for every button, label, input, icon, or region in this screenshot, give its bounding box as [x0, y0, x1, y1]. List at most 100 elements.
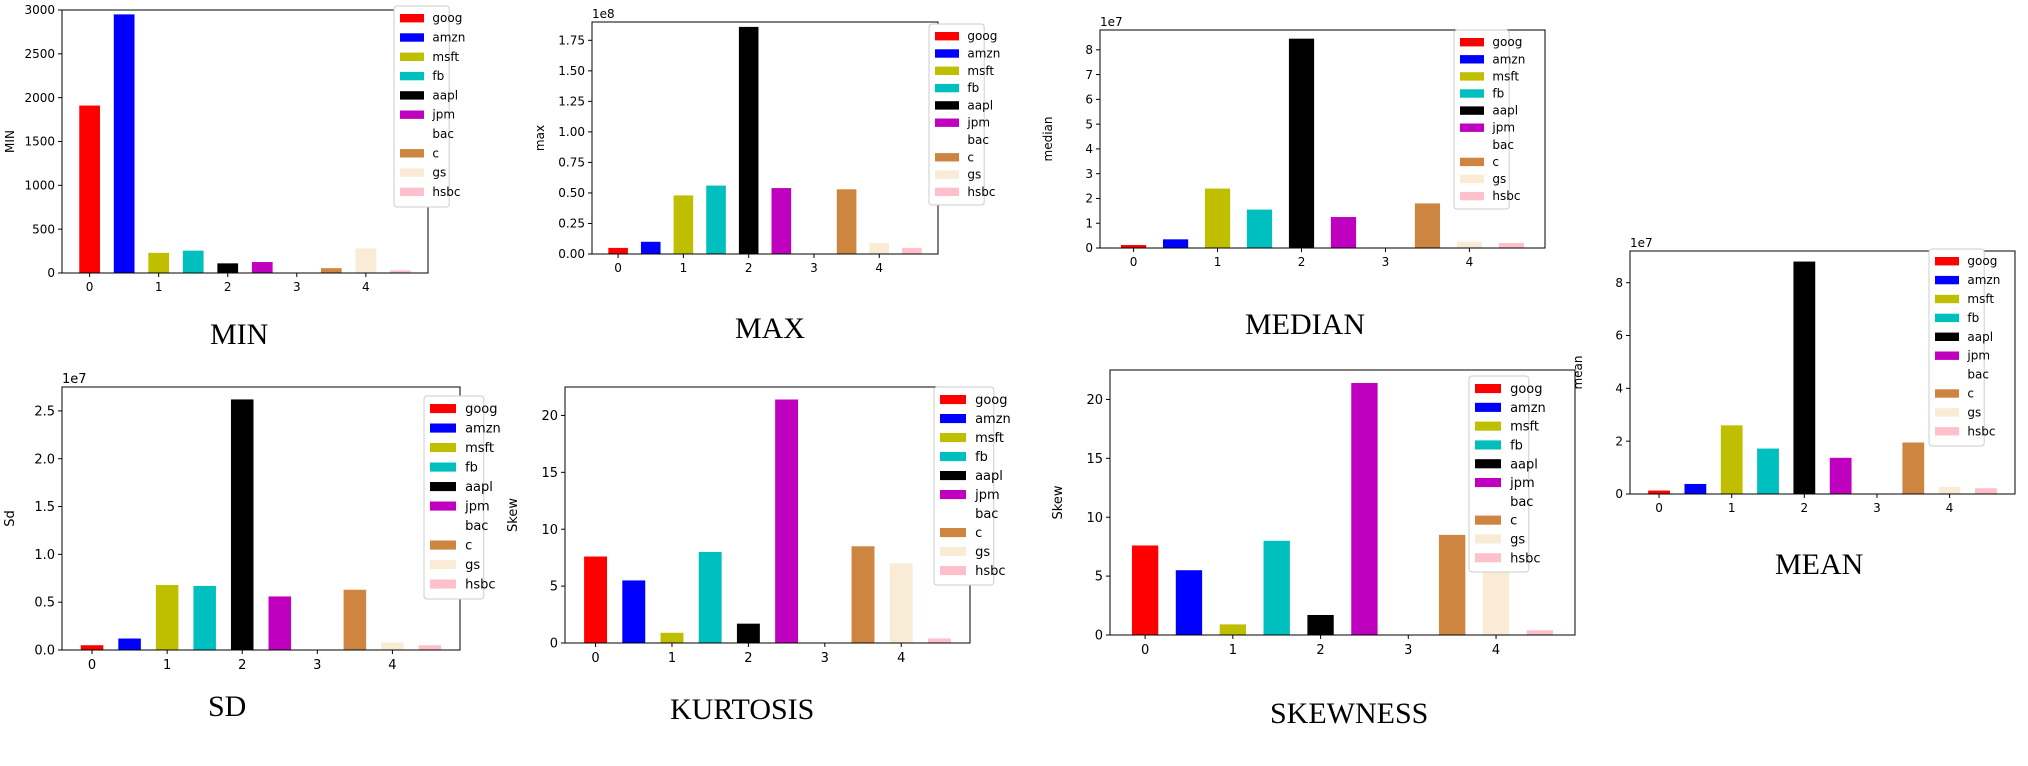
y-axis-label: Skew [506, 498, 521, 532]
legend-label-amzn: amzn [1492, 52, 1525, 66]
axis-offset-text: 1e8 [592, 7, 615, 21]
y-tick-label: 3000 [24, 3, 55, 17]
legend-swatch-msft [1460, 72, 1484, 81]
plot-frame [1109, 369, 1576, 636]
x-tick-label: 0 [88, 658, 96, 673]
y-axis-label: median [1041, 117, 1055, 162]
y-tick-label: 10 [1086, 511, 1103, 526]
x-tick-label: 3 [810, 261, 818, 275]
x-tick-label: 2 [1316, 643, 1324, 658]
legend-swatch-aapl [1475, 459, 1501, 469]
x-tick-label: 1 [680, 261, 688, 275]
bar-goog [608, 247, 628, 254]
legend-label-msft: msft [1492, 69, 1519, 83]
bar-fb [182, 250, 204, 273]
legend-swatch-bac [400, 129, 424, 139]
legend-swatch-c [940, 528, 966, 538]
legend-swatch-aapl [1935, 332, 1959, 341]
bar-hsbc [902, 247, 922, 254]
legend-label-amzn: amzn [465, 422, 501, 437]
legend-swatch-bac [1935, 370, 1959, 379]
bar-fb [1246, 209, 1273, 248]
y-tick-label: 2000 [24, 91, 55, 105]
legend-swatch-bac [430, 521, 456, 531]
bar-aapl [1793, 261, 1816, 494]
y-tick-label: 2.5 [34, 404, 55, 419]
legend-swatch-aapl [430, 482, 456, 492]
legend-label-msft: msft [1510, 420, 1539, 435]
legend-swatch-fb [400, 71, 424, 81]
y-tick-label: 0 [1085, 241, 1093, 255]
legend-label-amzn: amzn [967, 47, 1000, 61]
legend-label-gs: gs [1492, 172, 1506, 186]
legend-label-c: c [1967, 387, 1974, 401]
sd-caption: SD [208, 690, 247, 723]
legend-swatch-hsbc [400, 187, 424, 197]
legend-swatch-goog [940, 395, 966, 405]
legend-swatch-c [1460, 157, 1484, 167]
bar-amzn [118, 638, 141, 650]
y-tick-label: 1.50 [558, 64, 585, 78]
legend-label-fb: fb [1967, 311, 1979, 325]
x-tick-label: 0 [86, 280, 94, 294]
bar-hsbc [1526, 630, 1554, 635]
legend-label-fb: fb [967, 81, 979, 95]
legend-swatch-aapl [1460, 106, 1484, 115]
legend-label-goog: goog [1510, 382, 1542, 397]
legend-label-amzn: amzn [432, 31, 465, 45]
max-caption: MAX [735, 312, 806, 345]
legend-swatch-gs [940, 547, 966, 557]
legend-label-fb: fb [1492, 87, 1504, 101]
legend-label-hsbc: hsbc [1492, 189, 1520, 203]
skewness-chart-svg: 0 5 10 15 20 0 1 2 3 4 Skew goog amzn msft fb aapl jpm ba… [1051, 369, 1576, 658]
legend-swatch-amzn [1460, 55, 1484, 64]
x-tick-label: 3 [1873, 501, 1881, 515]
bar-gs [355, 248, 377, 273]
y-tick-label: 5 [1085, 117, 1093, 131]
x-tick-label: 3 [1382, 255, 1390, 269]
y-axis-label: Sd [3, 510, 18, 527]
bar-fb [1757, 448, 1779, 494]
legend-label-msft: msft [432, 50, 459, 64]
x-tick-label: 2 [744, 651, 752, 666]
x-tick-label: 2 [745, 261, 753, 275]
legend-swatch-bac [940, 509, 966, 519]
legend-swatch-msft [1935, 294, 1959, 304]
x-tick-label: 4 [1466, 255, 1474, 269]
y-tick-label: 0.75 [558, 156, 585, 170]
legend-label-c: c [975, 526, 982, 541]
bar-aapl [738, 26, 759, 254]
bar-fb [706, 185, 726, 254]
legend-label-gs: gs [1510, 532, 1525, 547]
y-tick-label: 1000 [24, 179, 55, 193]
x-tick-label: 4 [1492, 643, 1500, 658]
bar-aapl [1307, 614, 1334, 635]
legend-label-aapl: aapl [1967, 330, 1993, 344]
legend-label-gs: gs [465, 558, 480, 573]
legend-swatch-c [430, 540, 456, 550]
bar-jpm [1351, 382, 1378, 635]
x-tick-label: 0 [614, 261, 622, 275]
bar-jpm [1330, 217, 1357, 248]
bar-msft [660, 632, 684, 643]
legend-label-gs: gs [975, 545, 990, 560]
legend-swatch-gs [430, 560, 456, 570]
plot-frame [1629, 250, 2016, 495]
legend-label-hsbc: hsbc [432, 185, 460, 199]
legend-swatch-msft [940, 433, 966, 443]
x-tick-label: 4 [875, 261, 883, 275]
bar-msft [148, 252, 170, 273]
min-caption: MIN [210, 318, 269, 351]
legend-swatch-hsbc [1475, 553, 1501, 563]
bar-c [836, 189, 857, 254]
legend-swatch-amzn [400, 33, 424, 42]
median-chart-panel: 0 1 2 3 4 5 6 7 8 0 1 2 3 4 median 1e7 goog amzn msft fb aap… [1041, 0, 1570, 370]
legend-swatch-fb [1935, 313, 1959, 323]
axis-offset-text: 1e7 [1630, 236, 1653, 250]
min-chart-svg: 0 500 1000 1500 2000 2500 3000 0 1 2 3 4 MIN goog amzn… [3, 3, 465, 294]
legend-label-aapl: aapl [1492, 104, 1518, 118]
legend-swatch-gs [1475, 534, 1501, 544]
bar-c [343, 589, 367, 650]
x-tick-label: 0 [1130, 255, 1138, 269]
x-tick-label: 1 [155, 280, 163, 294]
